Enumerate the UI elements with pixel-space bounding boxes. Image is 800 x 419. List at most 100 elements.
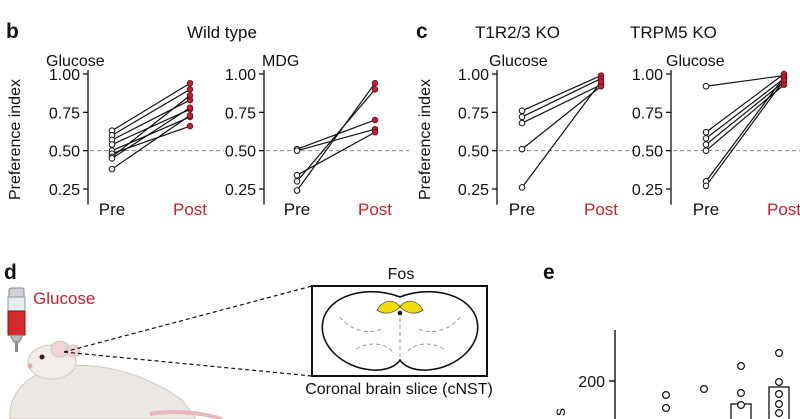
pair-line (111, 125, 191, 155)
mouse-illustration (9, 340, 223, 419)
panel-letter-c: c (416, 20, 428, 43)
pair-line (111, 107, 191, 159)
y-tick-label: 0.25 (49, 182, 80, 199)
x-label-pre: Pre (99, 200, 125, 219)
y-tick-label: 0.75 (458, 105, 489, 122)
chart-b-mdg: MDG 0.25 0.50 0.75 1.00 Pre Post (225, 53, 409, 219)
pair-line (111, 114, 191, 170)
pair-line (521, 78, 602, 118)
x-label-pre: Pre (509, 200, 535, 219)
y-axis-label: Preference index (417, 79, 434, 200)
pair-line (296, 82, 376, 191)
point-post (186, 122, 194, 130)
pair-line (705, 76, 785, 182)
pair-line (111, 94, 191, 158)
point-e (661, 391, 670, 400)
point-pre (518, 107, 526, 115)
pair-line (111, 82, 191, 132)
y-tick-label: 0.25 (458, 182, 489, 199)
point-pre (108, 155, 116, 162)
pair-line (111, 108, 191, 146)
point-pre (518, 145, 526, 153)
point-e (774, 409, 783, 418)
pair-line (111, 99, 191, 141)
pair-line (705, 73, 785, 133)
y-tick-label: 1.00 (458, 67, 489, 84)
point-e (661, 404, 670, 413)
x-label-pre: Pre (693, 200, 719, 219)
slice-label: Fos (388, 266, 415, 283)
pair-line (521, 85, 602, 150)
point-post (780, 76, 788, 84)
brain-slice-illustration (321, 290, 479, 371)
y-tick-label: 0.75 (225, 105, 256, 122)
chart-title: MDG (262, 53, 299, 70)
y-tick-label: 1.00 (225, 67, 256, 84)
chart-title: Glucose (489, 53, 548, 70)
stimulus-label: Glucose (33, 289, 95, 308)
pair-line (296, 131, 376, 176)
point-pre (518, 113, 526, 121)
point-post (371, 79, 379, 87)
group-title-wild-type: Wild type (187, 23, 257, 42)
point-e (774, 390, 783, 399)
pair-line (111, 116, 191, 152)
point-e (774, 349, 783, 358)
point-pre (702, 128, 710, 136)
point-pre (518, 119, 526, 127)
y-tick-label: 0.50 (225, 144, 256, 161)
tick-label-e-200: 200 (578, 374, 605, 391)
x-label-pre: Pre (284, 200, 310, 219)
pair-line (521, 81, 602, 188)
y-tick-label: 0.75 (632, 105, 663, 122)
y-tick-label: 1.00 (632, 67, 663, 84)
y-tick-label: 0.50 (49, 144, 80, 161)
y-axis-label: Preference index (7, 79, 24, 200)
pair-line (705, 84, 785, 152)
y-tick-label: 0.50 (458, 144, 489, 161)
chart-e-partial: 200 s (552, 330, 790, 419)
panel-letter-e: e (543, 261, 555, 284)
y-tick-label: 0.25 (225, 182, 256, 199)
point-post (371, 129, 379, 136)
point-pre (702, 82, 710, 90)
point-e (699, 385, 708, 394)
axis-label-e-fragment: s (552, 408, 569, 416)
chart-c-t1r23: Glucose Preference index 0.25 0.50 0.75 1.00 P… (417, 53, 635, 219)
point-pre (293, 187, 301, 194)
x-label-post: Post (584, 200, 618, 219)
point-post (186, 92, 194, 99)
point-pre (293, 171, 301, 179)
water-bottle-icon (7, 287, 26, 352)
point-pre (293, 147, 301, 154)
point-pre (293, 178, 301, 185)
slice-caption: Coronal brain slice (cNST) (305, 381, 493, 398)
group-title-t1r23-ko: T1R2/3 KO (475, 23, 560, 42)
point-e (774, 378, 783, 387)
pair-line (296, 128, 376, 152)
pair-line (521, 74, 602, 112)
point-pre (108, 165, 116, 173)
x-label-post: Post (358, 200, 392, 219)
panel-letter-d: d (4, 261, 17, 284)
chart-title: Glucose (666, 53, 725, 70)
point-pre (702, 141, 710, 148)
point-post (597, 78, 605, 85)
point-e (774, 400, 783, 409)
pair-line (111, 88, 191, 136)
chart-title: Glucose (46, 53, 105, 70)
y-tick-label: 0.25 (632, 182, 663, 199)
pair-line (296, 88, 376, 182)
chart-b-glucose: Glucose Preference index 0.25 0.50 0.75 1.00 P… (7, 53, 224, 219)
point-post (186, 104, 194, 111)
panel-letter-b: b (6, 20, 19, 43)
point-post (186, 79, 194, 87)
point-e (736, 401, 745, 410)
pair-line (521, 84, 602, 124)
point-pre (702, 147, 710, 154)
point-pre (518, 184, 526, 191)
pair-line (705, 79, 785, 187)
point-post (186, 86, 194, 93)
y-tick-label: 0.50 (632, 144, 663, 161)
